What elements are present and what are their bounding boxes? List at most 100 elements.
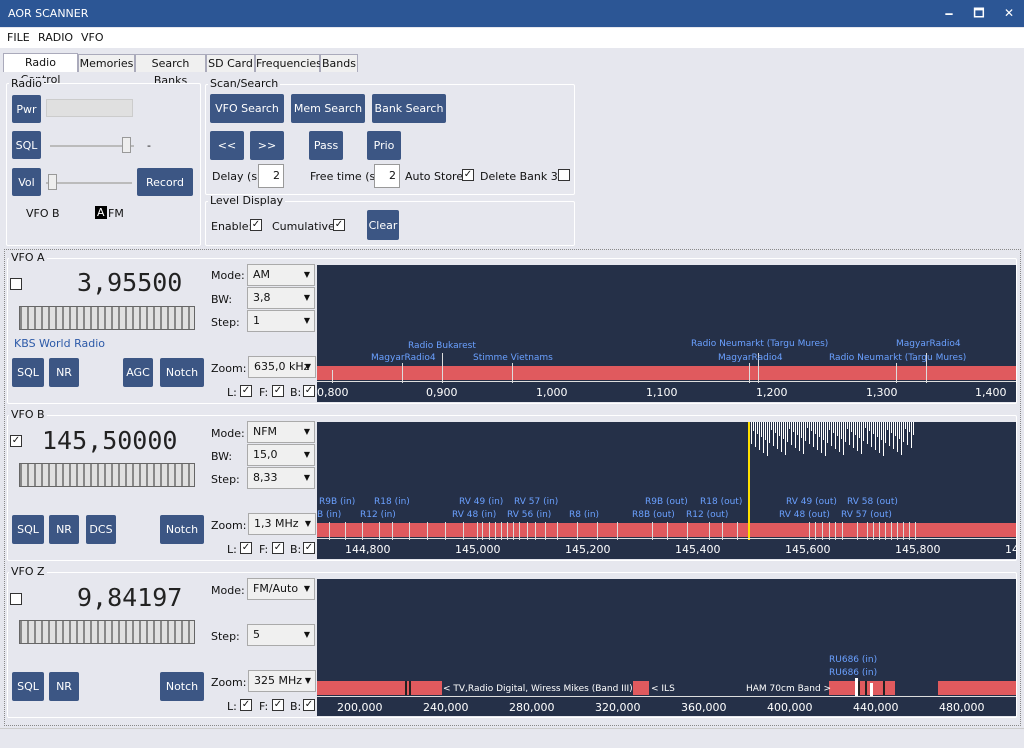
signal-trace-line [849, 422, 850, 445]
vfo-z-b-checkbox[interactable]: ✓ [303, 699, 315, 711]
channel-marker [463, 522, 464, 540]
vfo-b-mode-label: Mode: [211, 427, 245, 440]
sql-slider-thumb[interactable] [122, 137, 131, 153]
signal-trace-line [873, 422, 874, 434]
vfo-b-l-label: L: [227, 543, 237, 556]
vfo-z-mode-select[interactable]: FM/Auto ▼ [247, 578, 315, 600]
signal-trace-line [865, 422, 866, 428]
tab-radio-control[interactable]: Radio Control [3, 53, 78, 86]
vfo-b-l-checkbox[interactable]: ✓ [240, 542, 252, 554]
power-button[interactable]: Pwr [12, 95, 41, 123]
vfo-a-zoom-select[interactable]: 635,0 kHz ▼ [248, 356, 316, 378]
delete-bank-checkbox[interactable] [558, 169, 570, 181]
vfo-z-frequency[interactable]: 9,84197 [77, 583, 183, 612]
vfo-z-f-checkbox[interactable]: ✓ [272, 699, 284, 711]
vfo-a-bw-select[interactable]: 3,8 ▼ [247, 287, 315, 309]
clear-button[interactable]: Clear [367, 210, 399, 240]
vfo-b-zoom-select[interactable]: 1,3 MHz ▼ [248, 513, 316, 535]
vfo-a-agc-button[interactable]: AGC [123, 358, 153, 387]
vfo-b-f-checkbox[interactable]: ✓ [272, 542, 284, 554]
bank-search-button[interactable]: Bank Search [372, 94, 446, 123]
channel-marker [501, 522, 502, 540]
signal-trace-line [839, 422, 840, 452]
vfo-b-step-select[interactable]: 8,33 ▼ [247, 467, 315, 489]
station-label: R12 (in) [360, 510, 396, 520]
vfo-a-mode-select[interactable]: AM ▼ [247, 264, 315, 286]
enable-checkbox[interactable]: ✓ [250, 219, 262, 231]
next-button[interactable]: >> [250, 131, 284, 160]
sql-slider[interactable] [50, 145, 134, 147]
vfo-z-spectrum[interactable]: < TV,Radio Digital, Wiress Mikes (Band I… [317, 579, 1016, 716]
vfo-a-sql-button[interactable]: SQL [12, 358, 44, 387]
level-display-title: Level Display [208, 194, 286, 207]
sql-button[interactable]: SQL [12, 131, 41, 159]
signal-trace-line [893, 422, 894, 449]
tab-bands[interactable]: Bands [320, 54, 358, 72]
free-time-input[interactable]: 2 [374, 164, 400, 188]
delay-input[interactable]: 2 [258, 164, 284, 188]
vol-button[interactable]: Vol [12, 168, 41, 196]
vfo-a-b-checkbox[interactable]: ✓ [303, 385, 315, 397]
pass-button[interactable]: Pass [309, 131, 343, 160]
prev-button[interactable]: << [210, 131, 244, 160]
channel-marker [507, 522, 508, 540]
vfo-b-frequency[interactable]: 145,50000 [42, 426, 178, 455]
signal-trace-line [883, 422, 884, 456]
maximize-icon[interactable]: 🗖 [973, 6, 985, 20]
tab-search-banks[interactable]: Search Banks [135, 54, 206, 87]
menu-vfo[interactable]: VFO [81, 31, 104, 44]
channel-marker [495, 522, 496, 540]
signal-trace-line [855, 422, 856, 435]
vfo-b-mode-select[interactable]: NFM ▼ [247, 421, 315, 443]
auto-store-checkbox[interactable]: ✓ [462, 169, 474, 181]
vfo-b-nr-button[interactable]: NR [49, 515, 79, 544]
vfo-z-l-checkbox[interactable]: ✓ [240, 699, 252, 711]
vfo-a-checkbox[interactable] [10, 278, 22, 290]
mem-search-button[interactable]: Mem Search [291, 94, 365, 123]
chevron-down-icon: ▼ [303, 293, 310, 302]
vfo-search-button[interactable]: VFO Search [210, 94, 284, 123]
chevron-down-icon: ▼ [303, 450, 310, 459]
vfo-z-nr-button[interactable]: NR [49, 672, 79, 701]
vfo-b-tuning-cursor[interactable] [748, 422, 750, 540]
vfo-b-bw-select[interactable]: 15,0 ▼ [247, 444, 315, 466]
close-icon[interactable]: ✕ [1003, 6, 1015, 20]
vfo-a-l-checkbox[interactable]: ✓ [240, 385, 252, 397]
minimize-icon[interactable]: 🗕 [944, 6, 954, 20]
vfo-a-step-select[interactable]: 1 ▼ [247, 310, 315, 332]
vfo-z-band-segment [317, 681, 442, 695]
vfo-z-step-select[interactable]: 5 ▼ [247, 624, 315, 646]
chevron-down-icon: ▼ [303, 584, 310, 593]
prio-button[interactable]: Prio [367, 131, 401, 160]
vfo-z-checkbox[interactable] [10, 593, 22, 605]
vfo-b-notch-button[interactable]: Notch [160, 515, 204, 544]
vfo-z-notch-button[interactable]: Notch [160, 672, 204, 701]
vfo-b-b-checkbox[interactable]: ✓ [303, 542, 315, 554]
vol-slider-thumb[interactable] [47, 174, 57, 190]
vfo-b-checkbox[interactable]: ✓ [10, 435, 22, 447]
vfo-a-nr-button[interactable]: NR [49, 358, 79, 387]
vfo-z-sql-button[interactable]: SQL [12, 672, 44, 701]
signal-trace-line [811, 422, 812, 431]
channel-marker [873, 522, 874, 540]
signal-trace-line [853, 422, 854, 448]
vol-slider[interactable] [46, 182, 132, 184]
tab-sd-card[interactable]: SD Card [206, 54, 255, 72]
vfo-a-notch-button[interactable]: Notch [160, 358, 204, 387]
tab-memories[interactable]: Memories [78, 54, 135, 72]
signal-trace-line [869, 422, 870, 431]
vfo-b-sql-button[interactable]: SQL [12, 515, 44, 544]
menu-file[interactable]: FILE [7, 31, 30, 44]
vfo-b-signal-meter [19, 463, 195, 487]
menu-radio[interactable]: RADIO [38, 31, 74, 44]
vfo-a-spectrum[interactable]: Radio Bukarest MagyarRadio4 Stimme Vietn… [317, 265, 1016, 402]
vfo-a-f-checkbox[interactable]: ✓ [272, 385, 284, 397]
signal-trace-line [891, 422, 892, 433]
record-button[interactable]: Record [137, 168, 193, 196]
cumulative-checkbox[interactable]: ✓ [333, 219, 345, 231]
tab-frequencies[interactable]: Frequencies [255, 54, 322, 72]
vfo-b-dcs-button[interactable]: DCS [86, 515, 116, 544]
vfo-z-zoom-select[interactable]: 325 MHz ▼ [248, 670, 316, 692]
vfo-b-spectrum[interactable]: R9B (in) R18 (in) RV 49 (in) RV 57 (in) … [317, 422, 1016, 559]
vfo-a-frequency[interactable]: 3,95500 [77, 268, 183, 297]
